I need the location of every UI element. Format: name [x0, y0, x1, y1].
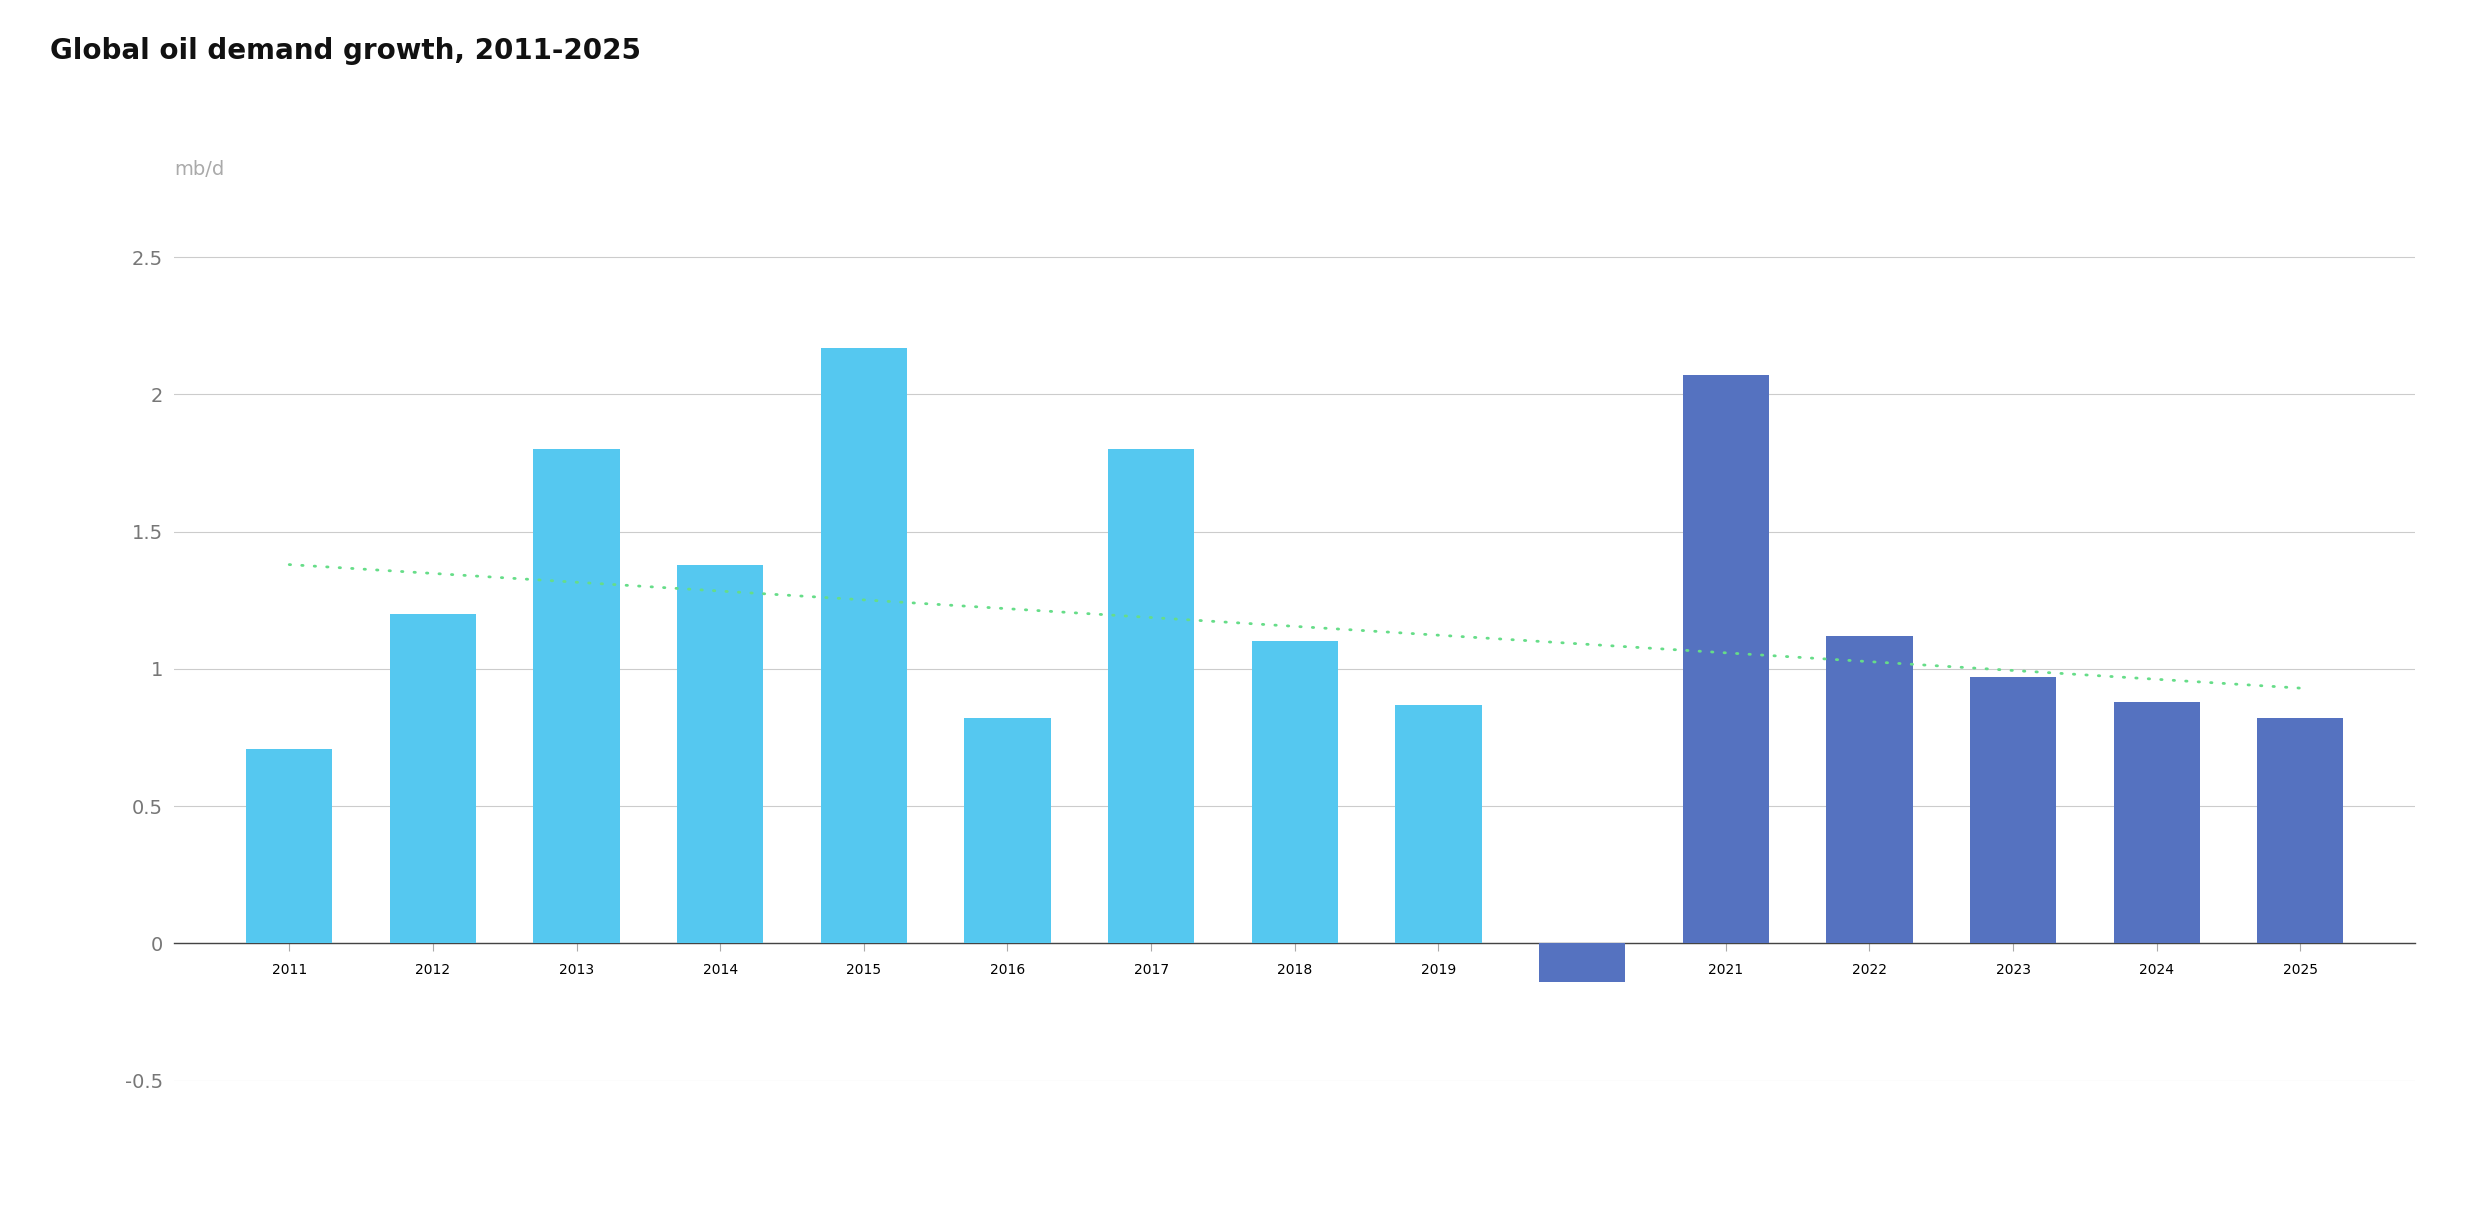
Bar — [1108, 449, 1195, 943]
Bar — [533, 449, 620, 943]
Bar — [677, 565, 764, 943]
Text: mb/d: mb/d — [174, 160, 224, 178]
Bar — [1539, 943, 1626, 982]
Bar — [2258, 718, 2343, 943]
Bar — [1825, 636, 1912, 943]
Bar — [1970, 677, 2057, 943]
Bar — [391, 614, 476, 943]
Bar — [2114, 702, 2199, 943]
Bar — [964, 718, 1051, 943]
Bar — [1683, 376, 1768, 943]
Text: Global oil demand growth, 2011-2025: Global oil demand growth, 2011-2025 — [50, 37, 640, 65]
Bar — [822, 348, 906, 943]
Bar — [247, 749, 331, 943]
Bar — [1252, 641, 1337, 943]
Bar — [1394, 705, 1482, 943]
